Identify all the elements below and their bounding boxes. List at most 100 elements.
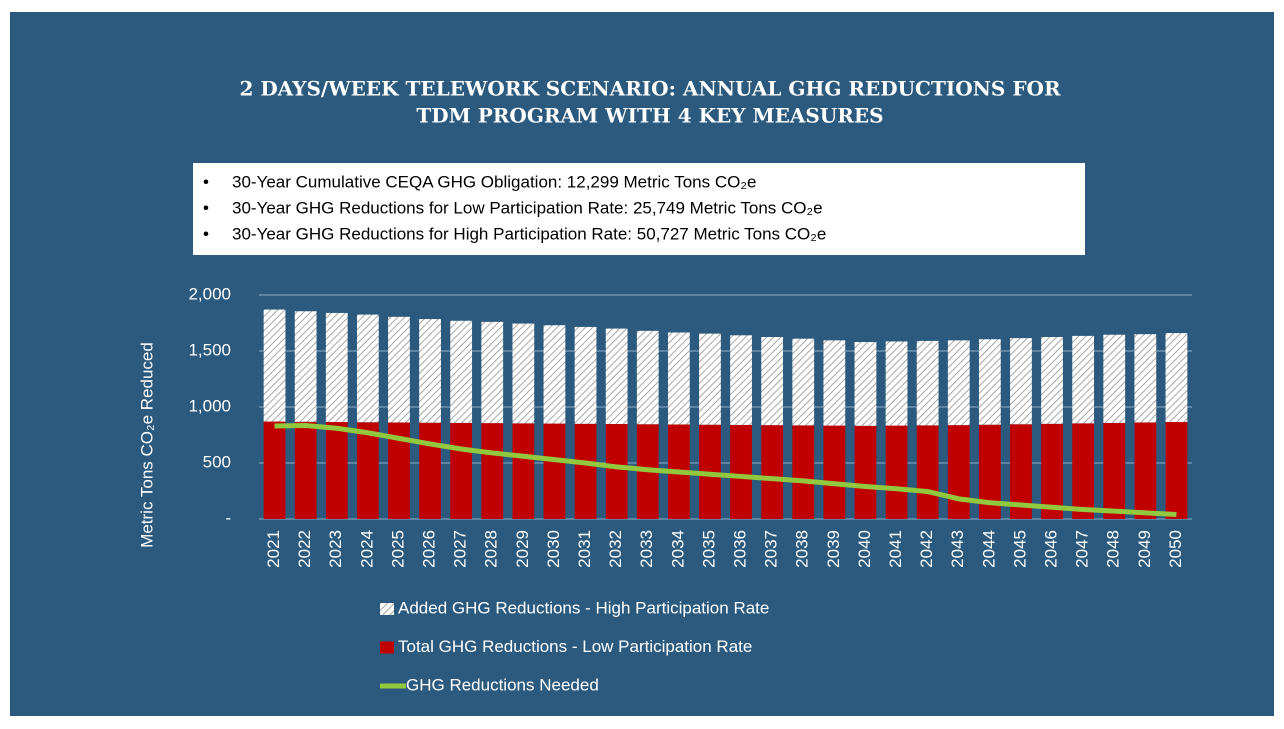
bar	[1165, 333, 1188, 423]
bar	[636, 330, 659, 425]
chart-title: TDM PROGRAM WITH 4 KEY MEASURES	[416, 104, 883, 128]
bar	[450, 320, 473, 423]
x-tick-label: 2034	[668, 530, 687, 568]
bar	[823, 425, 846, 519]
bar	[1041, 423, 1063, 519]
bar	[388, 316, 410, 423]
bullet: •	[203, 224, 209, 243]
bar	[1134, 422, 1157, 519]
bar	[512, 323, 535, 424]
legend-swatch	[380, 603, 394, 615]
x-tick-label: 2031	[575, 530, 594, 568]
bar	[761, 337, 784, 426]
bar	[481, 423, 504, 519]
bar	[605, 424, 628, 519]
y-tick-label: 500	[203, 452, 231, 471]
x-tick-label: 2024	[357, 530, 376, 568]
bar	[574, 423, 597, 519]
bar	[388, 422, 410, 519]
chart-title: 2 DAYS/WEEK TELEWORK SCENARIO: ANNUAL GH…	[239, 77, 1061, 101]
annotation-box	[193, 163, 1085, 255]
bar	[1072, 335, 1095, 424]
y-tick-label: -	[225, 508, 231, 527]
x-tick-label: 2043	[948, 530, 967, 568]
bar	[294, 421, 317, 519]
legend-swatch	[380, 641, 394, 654]
bar	[419, 422, 441, 519]
bar	[356, 314, 379, 423]
x-tick-label: 2038	[793, 530, 812, 568]
bar	[543, 423, 566, 519]
bar	[1041, 337, 1063, 424]
bar	[947, 340, 970, 426]
x-tick-label: 2028	[482, 530, 501, 568]
x-tick-label: 2050	[1166, 530, 1185, 568]
bar	[481, 321, 504, 424]
x-tick-label: 2048	[1104, 530, 1123, 568]
bar	[1010, 424, 1032, 519]
y-tick-label: 1,500	[188, 340, 231, 359]
legend-label: Total GHG Reductions - Low Participation…	[398, 637, 752, 656]
x-tick-label: 2040	[855, 530, 874, 568]
bar	[325, 422, 348, 519]
x-tick-label: 2035	[699, 530, 718, 568]
bar	[978, 339, 1001, 425]
bullet: •	[203, 172, 209, 191]
bar	[978, 424, 1001, 519]
bar	[543, 325, 566, 424]
bar	[325, 312, 348, 423]
x-tick-label: 2037	[762, 530, 781, 568]
x-tick-label: 2029	[513, 530, 532, 568]
legend-label: Added GHG Reductions - High Participatio…	[398, 598, 769, 617]
bar	[263, 309, 286, 422]
x-tick-label: 2032	[606, 530, 625, 568]
bar	[1072, 423, 1095, 519]
bar	[854, 342, 877, 426]
bar	[854, 425, 877, 519]
x-tick-label: 2030	[544, 530, 563, 568]
bar	[356, 422, 379, 519]
x-tick-label: 2041	[886, 530, 905, 568]
bar	[730, 424, 752, 519]
x-tick-label: 2047	[1073, 530, 1092, 568]
x-tick-label: 2049	[1135, 530, 1154, 568]
bar	[885, 425, 908, 519]
x-tick-label: 2044	[979, 530, 998, 568]
annotation: 30-Year GHG Reductions for Low Participa…	[232, 198, 823, 217]
bar	[885, 341, 908, 426]
bar	[792, 425, 815, 519]
x-tick-label: 2046	[1042, 530, 1061, 568]
bar	[1010, 338, 1032, 425]
x-tick-label: 2036	[731, 530, 750, 568]
x-tick-label: 2033	[637, 530, 656, 568]
bar	[1103, 334, 1126, 423]
bar	[667, 332, 690, 425]
x-tick-label: 2023	[326, 530, 345, 568]
bar	[1165, 422, 1188, 519]
x-tick-label: 2021	[264, 530, 283, 568]
bar	[947, 425, 970, 519]
x-tick-label: 2026	[420, 530, 439, 568]
bar	[699, 333, 721, 425]
annotation: 30-Year GHG Reductions for High Particip…	[232, 224, 826, 243]
bar	[574, 326, 597, 424]
line	[274, 422, 1177, 518]
bar	[605, 328, 628, 425]
bar	[1103, 422, 1126, 519]
x-tick-label: 2027	[451, 530, 470, 568]
bar	[263, 421, 286, 519]
bar	[761, 425, 784, 519]
y-tick-label: 2,000	[188, 284, 231, 303]
bullet: •	[203, 198, 209, 217]
x-tick-label: 2022	[295, 530, 314, 568]
bar	[730, 335, 752, 425]
bar	[294, 311, 317, 422]
y-axis-label: Metric Tons CO₂e Reduced	[137, 342, 156, 548]
y-tick-label: 1,000	[188, 396, 231, 415]
legend-label: GHG Reductions Needed	[406, 675, 599, 694]
annotation: 30-Year Cumulative CEQA GHG Obligation: …	[232, 172, 756, 191]
x-tick-label: 2042	[917, 530, 936, 568]
x-tick-label: 2025	[388, 530, 407, 568]
bar	[1134, 334, 1157, 423]
